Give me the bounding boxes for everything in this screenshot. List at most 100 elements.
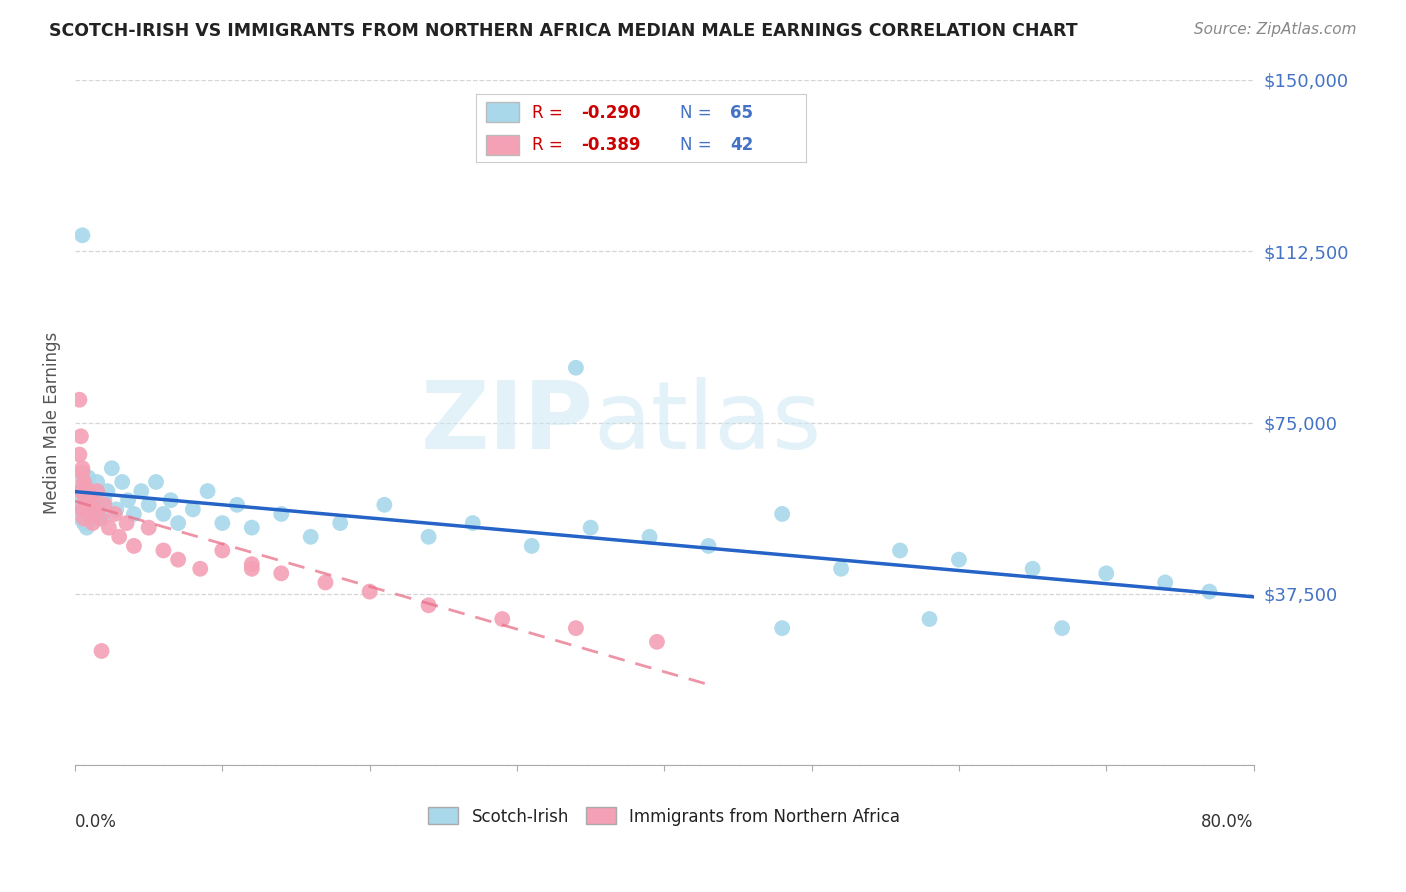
Point [645,635,668,649]
Point [117,493,139,508]
Point [520,539,543,553]
Point [90,644,112,658]
Point [167,552,190,566]
Point [138,498,160,512]
Point [67,475,90,489]
Point [72,461,94,475]
Point [97,521,120,535]
Point [131,484,153,499]
Point [76,498,98,512]
Point [80,493,103,508]
Point [314,575,336,590]
Point [66,498,89,512]
Point [67,507,90,521]
Point [122,507,145,521]
Point [1198,584,1220,599]
Point [889,543,911,558]
Point [93,493,115,508]
Point [270,566,292,581]
Point [152,543,174,558]
Point [770,621,793,635]
Point [77,493,100,508]
Point [329,516,352,530]
Point [79,502,101,516]
Point [72,228,94,243]
Point [75,507,97,521]
Point [90,511,112,525]
Point [108,530,131,544]
Point [83,507,105,521]
Point [83,502,105,516]
Point [75,479,97,493]
Point [82,507,104,521]
Text: ZIP: ZIP [420,376,593,468]
Point [75,493,97,508]
Point [152,507,174,521]
Point [72,466,94,480]
Text: Source: ZipAtlas.com: Source: ZipAtlas.com [1194,22,1357,37]
Text: 0.0%: 0.0% [75,814,117,831]
Point [77,470,100,484]
Point [75,479,97,493]
Point [79,507,101,521]
Point [70,484,93,499]
Text: atlas: atlas [593,376,823,468]
Legend: Scotch-Irish, Immigrants from Northern Africa: Scotch-Irish, Immigrants from Northern A… [422,801,907,832]
Point [104,507,127,521]
Point [638,530,661,544]
Point [240,521,263,535]
Point [105,502,128,516]
Point [1050,621,1073,635]
Point [84,489,107,503]
Point [80,484,103,499]
Point [197,484,219,499]
Point [167,516,190,530]
Point [73,475,96,489]
Point [115,516,138,530]
Point [76,498,98,512]
Point [93,498,115,512]
Point [918,612,941,626]
Point [101,461,124,475]
Point [373,498,395,512]
Point [418,530,440,544]
Y-axis label: Median Male Earnings: Median Male Earnings [44,332,60,514]
Point [70,511,93,525]
Point [79,511,101,525]
Point [461,516,484,530]
Point [181,502,204,516]
Point [145,475,167,489]
Point [491,612,513,626]
Point [70,429,93,443]
Point [1021,562,1043,576]
Point [96,484,118,499]
Point [73,493,96,508]
Point [73,516,96,530]
Point [211,516,233,530]
Point [697,539,720,553]
Point [240,557,263,571]
Text: 80.0%: 80.0% [1201,814,1254,831]
Point [67,448,90,462]
Point [948,552,970,566]
Point [111,475,134,489]
Point [299,530,322,544]
Point [1154,575,1177,590]
Point [82,516,104,530]
Text: SCOTCH-IRISH VS IMMIGRANTS FROM NORTHERN AFRICA MEDIAN MALE EARNINGS CORRELATION: SCOTCH-IRISH VS IMMIGRANTS FROM NORTHERN… [49,22,1078,40]
Point [72,484,94,499]
Point [770,507,793,521]
Point [87,498,110,512]
Point [89,511,111,525]
Point [565,621,588,635]
Point [86,475,108,489]
Point [159,493,181,508]
Point [76,521,98,535]
Point [73,511,96,525]
Point [86,484,108,499]
Point [359,584,381,599]
Point [270,507,292,521]
Point [579,521,602,535]
Point [77,493,100,508]
Point [188,562,211,576]
